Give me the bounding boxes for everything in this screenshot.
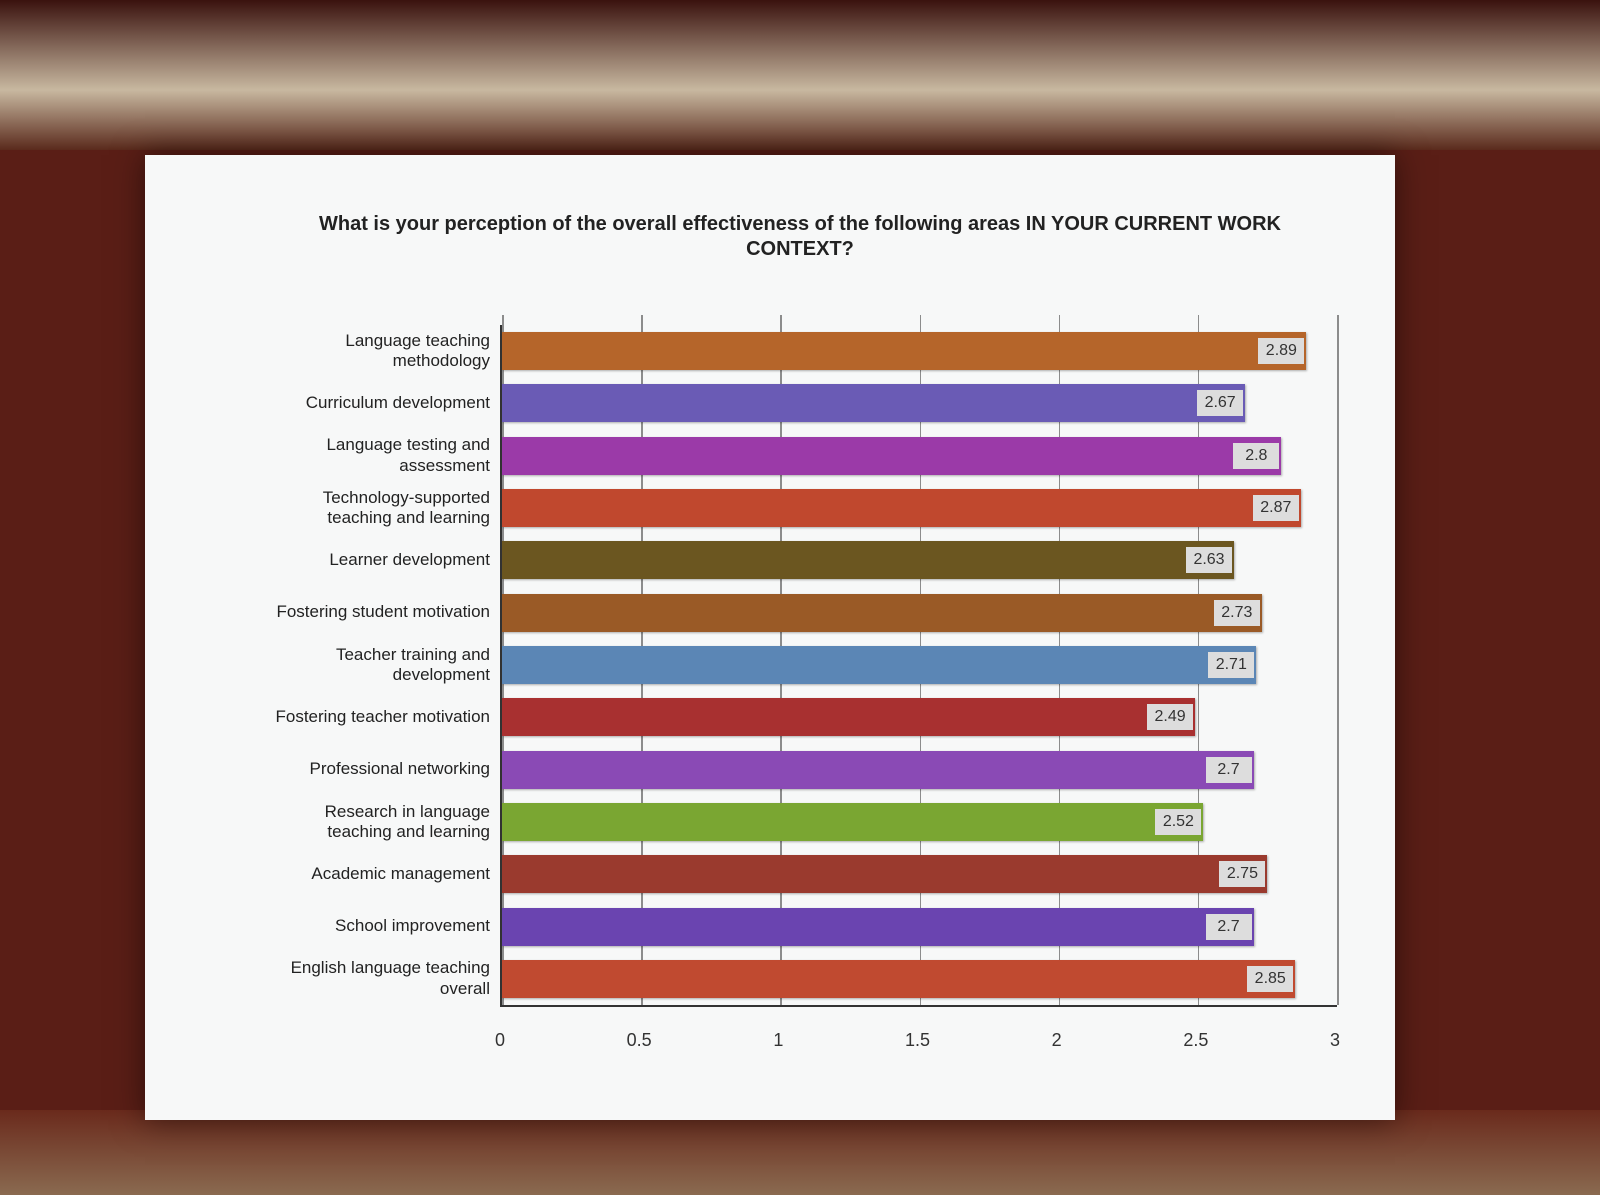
bar [502,489,1301,528]
bar [502,802,1204,841]
data-label: 2.75 [1219,861,1266,888]
bar [502,907,1254,946]
y-tick-label: Language teaching methodology [345,330,490,371]
data-label: 2.49 [1147,704,1194,731]
x-tick-label: 2 [1051,1030,1062,1050]
y-tick-label: Language testing and assessment [326,435,490,475]
ceiling [0,0,1600,150]
chart-title: What is your perception of the overall e… [318,213,1281,260]
floor [0,1110,1600,1195]
plot-area: 2.89 2.67 2.8 2.87 2.63 2.73 2.71 2.49 2.7 2.52 2.… [500,315,1339,1007]
projection-screen [145,155,1395,1120]
x-tick-label: 2.5 [1183,1030,1209,1050]
bar [502,384,1246,423]
bar [502,646,1257,684]
y-tick-label: Professional networking [309,759,490,779]
bar [502,855,1268,894]
data-label: 2.7 [1205,913,1252,940]
y-tick-label: Academic management [311,864,490,884]
data-label: 2.7 [1205,756,1252,783]
bar [502,698,1196,737]
bar [502,332,1307,371]
data-label: 2.87 [1252,495,1299,522]
data-label: 2.8 [1233,442,1280,469]
y-tick-label: Learner development [329,550,490,570]
data-label: 2.71 [1208,652,1255,678]
x-tick-label: 3 [1329,1030,1340,1050]
y-tick-label: Curriculum development [305,393,490,413]
y-tick-label: Research in language teaching and learni… [324,801,490,841]
x-tick-label: 1.5 [904,1030,931,1050]
y-tick-label: Technology-supported teaching and learni… [322,487,490,528]
data-label: 2.63 [1186,547,1233,574]
x-tick-label: 1 [773,1030,784,1050]
y-tick-label: English language teaching overall [290,958,490,998]
bar [502,750,1254,789]
bar [502,959,1296,998]
y-tick-label: School improvement [335,916,490,936]
data-label: 2.52 [1155,808,1202,835]
bar [502,436,1282,475]
grid-line [1337,315,1339,1005]
y-tick-label: Fostering teacher motivation [275,707,491,727]
y-tick-label: Teacher training and development [335,644,490,684]
data-label: 2.67 [1197,390,1244,417]
data-label: 2.85 [1247,965,1294,992]
x-tick-label: 0 [494,1030,505,1050]
data-label: 2.89 [1258,338,1305,365]
bar [502,593,1262,632]
bar [502,541,1235,580]
data-label: 2.73 [1213,599,1260,626]
x-tick-label: 0.5 [626,1030,652,1050]
y-tick-label: Fostering student motivation [276,602,490,622]
